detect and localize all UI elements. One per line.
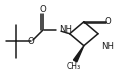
Text: NH: NH [59,25,72,34]
Text: O: O [39,5,46,14]
Polygon shape [73,46,84,62]
Text: O: O [105,17,112,26]
Text: CH₃: CH₃ [66,62,81,71]
Text: O: O [28,37,34,46]
Text: NH: NH [101,42,114,51]
